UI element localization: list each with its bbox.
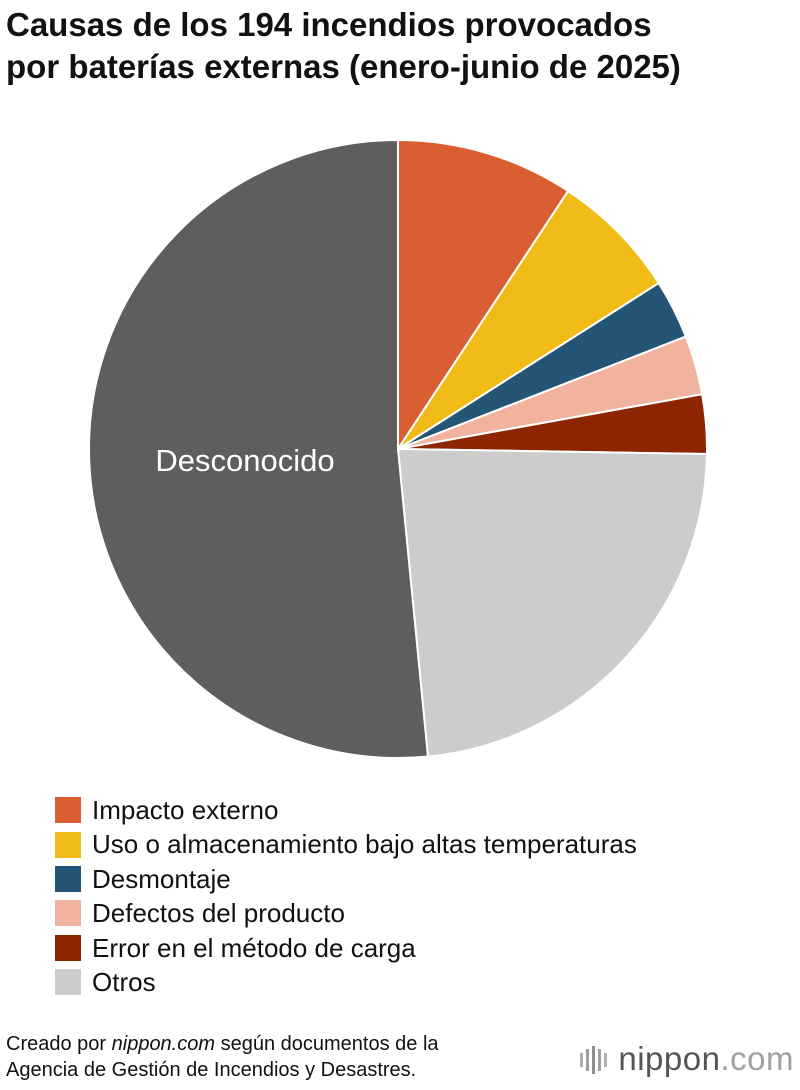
legend-item-impacto-externo: Impacto externo (55, 793, 637, 827)
source-note-line-2: Agencia de Gestión de Incendios y Desast… (6, 1059, 417, 1081)
pie-slice-desconocido (88, 139, 429, 759)
pie-slice-uso-o-almacenamiento-bajo-altas-temperaturas (397, 190, 660, 450)
legend-swatch (55, 934, 81, 961)
logo-bars-icon (580, 1046, 608, 1074)
pie-chart: Desconocido (88, 139, 708, 759)
chart-title: Causas de los 194 incendios provocados p… (6, 4, 796, 88)
legend-item-otros: Otros (55, 965, 637, 999)
legend-label: Impacto externo (92, 795, 279, 825)
legend-swatch (55, 797, 81, 824)
logo-name: nippon (618, 1040, 721, 1077)
logo-dot: . (720, 1040, 731, 1077)
legend-item-desmontaje: Desmontaje (55, 862, 637, 896)
legend-swatch (55, 900, 81, 927)
logo-tld: com (730, 1040, 794, 1077)
chart-title-line-2: por baterías externas (enero-junio de 20… (6, 48, 681, 85)
legend-label: Uso o almacenamiento bajo altas temperat… (92, 829, 637, 860)
legend-swatch (55, 866, 81, 893)
source-prefix: Creado por (6, 1033, 112, 1055)
source-suffix: según documentos de la (215, 1033, 439, 1055)
legend-swatch (55, 831, 81, 858)
nippon-logo: nippon. com (578, 1040, 794, 1078)
legend-item-defectos-producto: Defectos del producto (55, 896, 637, 930)
pie-label-desconocido: Desconocido (155, 443, 334, 478)
legend-item-error-carga: Error en el método de carga (55, 931, 637, 965)
legend-label: Desmontaje (92, 863, 231, 894)
legend: Impacto externo Uso o almacenamiento baj… (55, 793, 637, 999)
pie-slice-impacto-externo (397, 139, 570, 450)
legend-label: Error en el método de carga (92, 932, 416, 963)
legend-label: Defectos del producto (92, 898, 345, 929)
source-note: Creado por nippon.com según documentos d… (6, 1031, 439, 1083)
source-site-link: nippon.com (111, 1033, 216, 1055)
source-note-line-1: Creado por nippon.com según documentos d… (6, 1031, 439, 1057)
legend-swatch (55, 969, 81, 996)
pie-slice-otros (397, 448, 708, 758)
legend-label: Otros (92, 967, 156, 998)
legend-item-altas-temperaturas: Uso o almacenamiento bajo altas temperat… (55, 827, 637, 861)
chart-title-line-1: Causas de los 194 incendios provocados (6, 6, 652, 43)
